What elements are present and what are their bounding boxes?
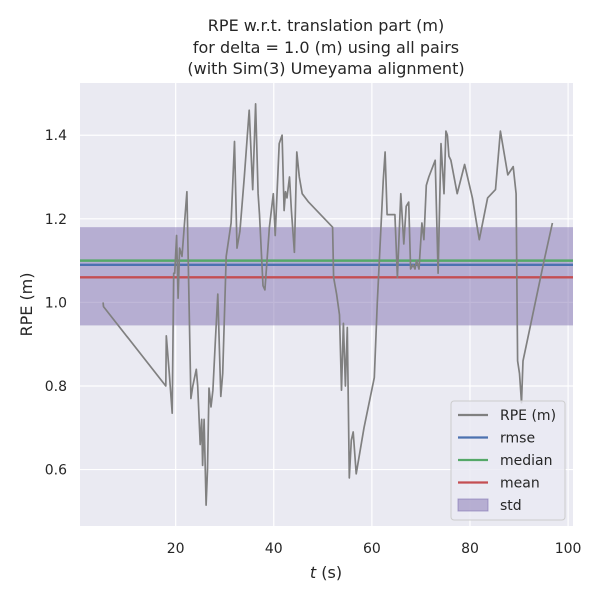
x-tick-label: 20 [167, 541, 185, 557]
legend-label-std: std [500, 498, 522, 514]
x-axis-label: t (s) [310, 563, 342, 582]
y-tick-label: 1.4 [45, 128, 67, 144]
chart-title-line-1: RPE w.r.t. translation part (m) [208, 16, 444, 35]
legend-label-rmse: rmse [500, 431, 535, 447]
x-tick-labels: 20 40 60 80 100 [167, 541, 582, 557]
legend-frame [450, 400, 566, 521]
statistic-lines [80, 259, 573, 279]
y-tick-label: 1.2 [45, 212, 67, 228]
chart-title-line-3: (with Sim(3) Umeyama alignment) [187, 59, 464, 78]
legend-label-RPE (m): RPE (m) [500, 408, 556, 424]
x-tick-label: 40 [265, 541, 283, 557]
x-tick-label: 80 [461, 541, 479, 557]
legend-label-median: median [500, 453, 552, 469]
y-tick-label: 0.6 [45, 463, 67, 479]
x-tick-label: 100 [555, 541, 582, 557]
y-tick-labels: 0.6 0.8 1.0 1.2 1.4 [45, 128, 67, 478]
legend-swatch-std [457, 498, 489, 512]
y-axis-label: RPE (m) [17, 272, 36, 336]
legend: RPE (m) rmse median mean std [450, 400, 566, 521]
y-tick-label: 0.8 [45, 379, 67, 395]
x-tick-label: 60 [363, 541, 381, 557]
rpe-series-line [102, 103, 554, 506]
y-tick-label: 1.0 [45, 295, 67, 311]
legend-label-mean: mean [500, 476, 540, 492]
chart-title-line-2: for delta = 1.0 (m) using all pairs [193, 38, 459, 57]
series-layer [102, 103, 554, 506]
